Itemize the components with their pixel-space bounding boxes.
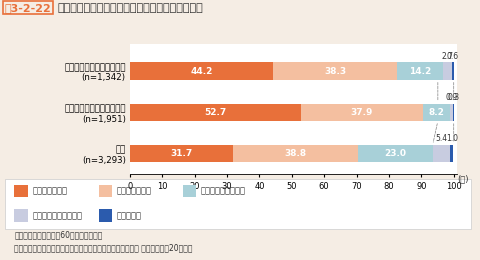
Text: 注：調査対象は、全国60歳以上の男女。: 注：調査対象は、全国60歳以上の男女。 [14,230,103,239]
Text: 1.0: 1.0 [445,134,457,143]
Bar [449,104,452,121]
Text: 52.7: 52.7 [204,108,226,117]
Text: 0.6: 0.6 [446,52,458,61]
Text: 2.7: 2.7 [441,52,453,61]
Bar [273,62,396,80]
Text: (％): (％) [456,175,468,184]
Text: 多少感じている: 多少感じている [117,186,152,195]
Bar [130,145,232,162]
Text: 14.2: 14.2 [408,67,430,75]
Text: わからない: わからない [117,211,142,220]
Text: まったく感じていない: まったく感じていない [33,211,83,220]
Text: あまり感じていない: あまり感じていない [201,186,246,195]
Text: グループ活動への参加状況別の生きがいの有無: グループ活動への参加状況別の生きがいの有無 [58,3,203,12]
Text: 44.2: 44.2 [190,67,212,75]
Text: 十分感じている: 十分感じている [33,186,68,195]
Text: 38.3: 38.3 [324,67,346,75]
Text: 23.0: 23.0 [384,149,406,158]
Text: 5.4: 5.4 [434,134,446,143]
Text: 8.2: 8.2 [428,108,444,117]
Bar [358,145,432,162]
Bar [452,104,453,121]
Bar [396,62,442,80]
Bar [232,145,358,162]
Text: 31.7: 31.7 [170,149,192,158]
Bar [300,104,422,121]
Text: 37.9: 37.9 [350,108,372,117]
Bar [422,104,449,121]
Bar [130,62,273,80]
Bar [442,62,451,80]
Text: 図3-2-22: 図3-2-22 [5,3,51,12]
Bar [449,145,453,162]
Text: 0.3: 0.3 [446,93,458,102]
Bar [432,145,449,162]
Text: 0.9: 0.9 [444,93,456,102]
Bar [451,62,453,80]
Text: 38.8: 38.8 [284,149,306,158]
Bar [130,104,300,121]
Text: 資料：内閣府「高齢者の地域社会への参加に関する意識調査 報告書（平成20年）」: 資料：内閣府「高齢者の地域社会への参加に関する意識調査 報告書（平成20年）」 [14,243,192,252]
